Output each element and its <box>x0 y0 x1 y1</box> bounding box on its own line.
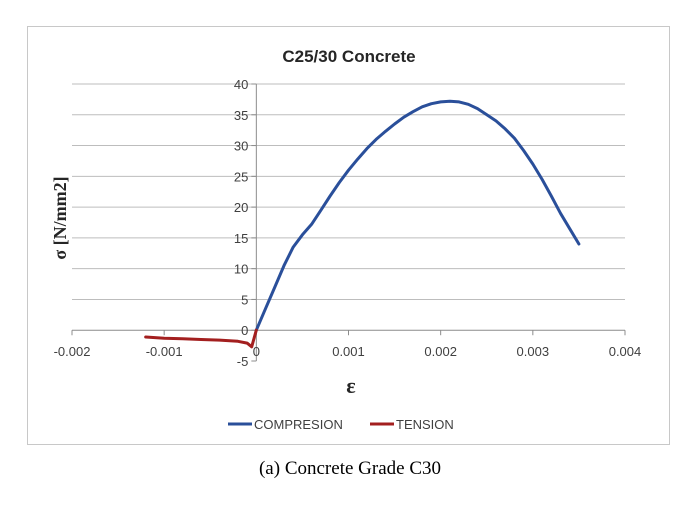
y-tick-label: 20 <box>234 200 248 215</box>
y-tick-label: 35 <box>234 108 248 123</box>
y-tick-label: 15 <box>234 231 248 246</box>
chart-frame <box>27 26 670 445</box>
series-line-compresion <box>254 99 581 332</box>
x-tick-label: -0.001 <box>146 344 183 359</box>
series-layer <box>144 99 581 349</box>
x-tick-label: 0.001 <box>332 344 365 359</box>
x-tick-label: -0.002 <box>54 344 91 359</box>
legend-item-tension: TENSION <box>370 417 454 432</box>
figure-caption: (a) Concrete Grade C30 <box>258 458 441 479</box>
y-tick-label: 25 <box>234 169 248 184</box>
y-tick-label: 10 <box>234 262 248 277</box>
y-axis-label: σ [N/mm2] <box>50 176 70 259</box>
y-tick-label: 30 <box>234 139 248 154</box>
legend-item-compresion: COMPRESION <box>228 417 343 432</box>
y-tick-label: -5 <box>237 354 249 369</box>
chart-title: C25/30 Concrete <box>282 47 415 66</box>
y-tick-label: 5 <box>241 292 248 307</box>
legend-label: COMPRESION <box>254 417 343 432</box>
legend-label: TENSION <box>396 417 454 432</box>
x-tick-label: 0.003 <box>517 344 550 359</box>
x-axis-label: ε <box>346 373 355 398</box>
x-tick-label: 0.002 <box>424 344 457 359</box>
y-tick-label: 40 <box>234 77 248 92</box>
legend: COMPRESION TENSION <box>228 417 454 432</box>
grid-layer <box>72 83 625 300</box>
axis-layer: -5 0 5 10 15 20 25 30 35 40 -0.002 -0.001 0 0.001 0.00… <box>54 77 642 369</box>
series-line-tension <box>144 328 258 349</box>
x-tick-label: 0 <box>253 344 260 359</box>
x-tick-label: 0.004 <box>609 344 642 359</box>
y-tick-label: 0 <box>241 323 248 338</box>
